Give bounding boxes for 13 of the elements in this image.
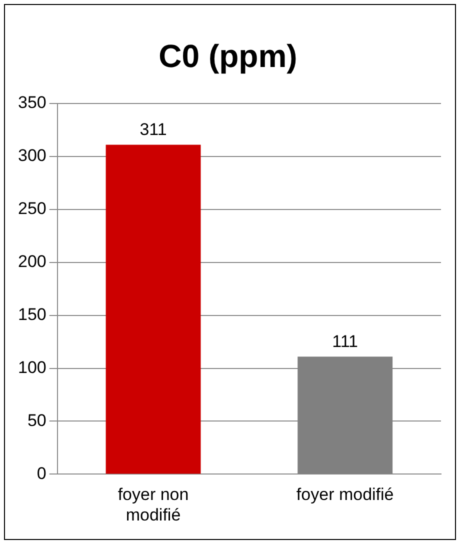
- y-tick-label: 350: [18, 93, 46, 112]
- x-tick-label: foyer modifié: [296, 485, 394, 504]
- y-tick-label: 300: [18, 146, 46, 166]
- y-tick-label: 200: [18, 252, 46, 271]
- y-tick-label: 100: [18, 358, 46, 377]
- y-tick-label: 0: [36, 464, 46, 483]
- y-tick-label: 250: [18, 199, 46, 218]
- x-tick-label: foyer non modifié: [118, 485, 189, 524]
- y-tick-label: 50: [27, 410, 46, 430]
- data-label: 111: [332, 332, 358, 351]
- data-label: 311: [140, 120, 167, 139]
- y-tick-label: 150: [18, 304, 46, 324]
- chart-title: C0 (ppm): [158, 38, 298, 74]
